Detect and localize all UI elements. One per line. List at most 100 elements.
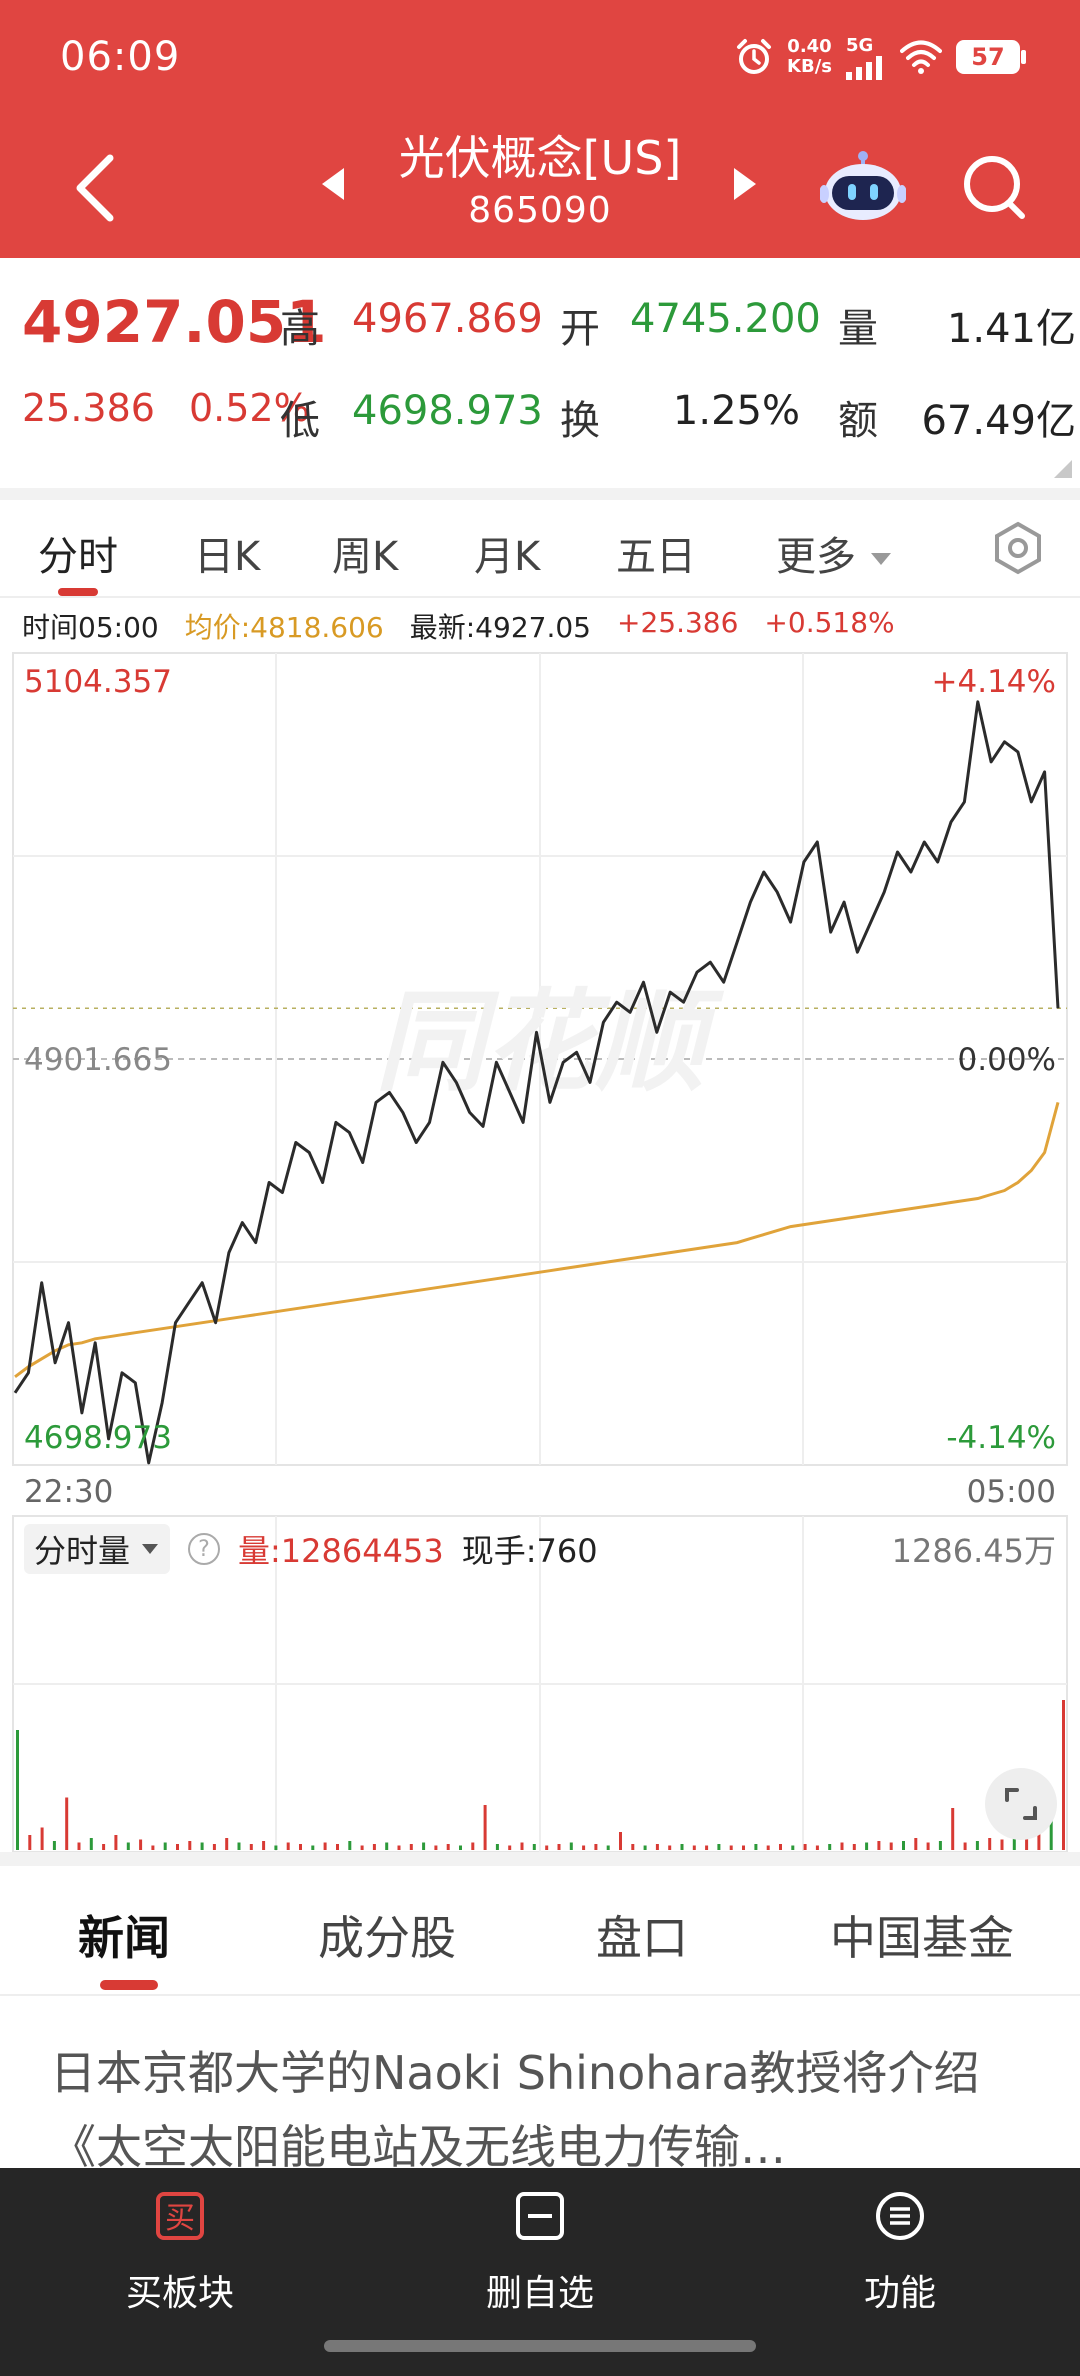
watermark: 同花顺 (375, 978, 725, 1106)
home-indicator (324, 2340, 756, 2352)
volume-bar (705, 1845, 709, 1850)
avg-price-line (14, 1102, 1060, 1379)
tab-monthly-k[interactable]: 月K (474, 534, 541, 580)
volume-bar (717, 1844, 721, 1850)
signal-icon (846, 55, 882, 80)
open-label: 开 (560, 306, 600, 352)
volume-bar (28, 1835, 32, 1850)
high-label: 高 (280, 306, 320, 352)
robot-icon[interactable] (820, 150, 906, 224)
info-avg-price: 均价:4818.606 (184, 611, 384, 644)
volume-bar (779, 1844, 782, 1850)
volume-bar (176, 1844, 179, 1850)
volume-bar (102, 1844, 106, 1850)
volume-bar (902, 1841, 905, 1850)
volume-bar (1012, 1836, 1016, 1850)
tab-more[interactable]: 更多 (776, 524, 893, 582)
volume-bar (655, 1844, 659, 1850)
volume-bar (532, 1844, 536, 1850)
volume-bar (975, 1841, 979, 1850)
volume-value: 1.41亿 (946, 306, 1076, 352)
expand-quote-handle[interactable] (1054, 460, 1072, 478)
tab-news[interactable]: 新闻 (78, 1911, 170, 1965)
fullscreen-button[interactable] (985, 1768, 1057, 1840)
volume-header: 分时量 ? 量:12864453 现手:760 (24, 1524, 598, 1574)
volume-bar (840, 1842, 844, 1850)
volume-bar (200, 1842, 204, 1850)
signal-group: 5G (846, 35, 886, 80)
section-divider (0, 488, 1080, 500)
volume-type-dropdown[interactable]: 分时量 (24, 1524, 171, 1574)
settings-icon[interactable] (990, 520, 1046, 576)
volume-bar (988, 1838, 992, 1850)
current-hand: 现手:760 (461, 1532, 598, 1570)
help-icon[interactable]: ? (188, 1533, 221, 1565)
volume-bar (397, 1845, 401, 1850)
expand-icon (1005, 1788, 1037, 1820)
volume-bar (926, 1842, 930, 1850)
volume-bar (225, 1838, 229, 1850)
volume-bar (237, 1842, 241, 1850)
app-header: 06:09 0.40 KB/s 5G 57 (0, 0, 1080, 258)
amount-label: 额 (838, 398, 878, 444)
volume-bar (951, 1808, 955, 1850)
volume-bar (311, 1845, 315, 1850)
low-value: 4698.973 (352, 388, 543, 434)
functions-button[interactable]: 功能 (800, 2190, 1000, 2316)
buy-icon: 买 (156, 2192, 204, 2240)
volume-bar (680, 1844, 684, 1850)
title-block: 光伏概念[US] 865090 (360, 128, 720, 234)
volume-bar (545, 1845, 549, 1850)
next-icon[interactable] (730, 164, 760, 204)
volume-bar (274, 1845, 278, 1850)
buy-sector-button[interactable]: 买 买板块 (80, 2190, 280, 2316)
volume-bar (791, 1845, 795, 1850)
prev-icon[interactable] (318, 164, 348, 204)
tab-china-fund[interactable]: 中国基金 (830, 1911, 1014, 1965)
search-icon[interactable] (960, 150, 1030, 224)
back-icon[interactable] (66, 148, 126, 228)
tab-intraday[interactable]: 分时 (38, 534, 118, 580)
volume-bar (852, 1844, 856, 1850)
volume-bar (385, 1842, 389, 1850)
remove-watchlist-button[interactable]: 删自选 (440, 2190, 640, 2316)
chevron-down-icon (870, 553, 891, 565)
volume-label: 量 (838, 306, 878, 352)
chevron-down-icon (142, 1544, 159, 1554)
menu-icon (876, 2192, 924, 2240)
volume-bar (914, 1838, 918, 1850)
pct-top-label: +4.14% (932, 664, 1056, 700)
volume-bar (668, 1845, 672, 1850)
news-tabs: 新闻 成分股 盘口 中国基金 (0, 1866, 1080, 1996)
quote-panel: 4927.051 25.386 0.52% 高 4967.869 开 4745.… (0, 258, 1080, 488)
volume-bar (323, 1842, 327, 1850)
info-change-pct: +0.518% (764, 606, 895, 639)
tab-more-label: 更多 (776, 534, 856, 580)
high-value: 4967.869 (352, 296, 543, 342)
tab-daily-k[interactable]: 日K (194, 534, 261, 580)
volume-bar (372, 1844, 376, 1850)
low-label: 低 (280, 398, 320, 444)
volume-bar (594, 1844, 598, 1850)
tab-five-day[interactable]: 五日 (616, 534, 696, 580)
volume-bar (865, 1842, 869, 1850)
intraday-chart[interactable]: 同花顺 5104.357 4901.665 4698.973 +4.14% 0.… (0, 640, 1080, 1852)
volume-bar (360, 1845, 364, 1850)
chart-tabs: 分时 日K 周K 月K 五日 更多 (0, 500, 1080, 596)
news-headline[interactable]: 日本京都大学的Naoki Shinohara教授将介绍《太空太阳能电站及无线电力… (50, 2046, 980, 2174)
volume-bar (348, 1841, 352, 1850)
remove-watchlist-icon (516, 2192, 564, 2240)
tab-constituents[interactable]: 成分股 (318, 1911, 456, 1965)
tab-divider (0, 596, 1080, 598)
volume-bar (963, 1842, 967, 1850)
volume-bar (803, 1844, 807, 1850)
info-change: +25.386 (616, 606, 739, 639)
tab-weekly-k[interactable]: 周K (332, 534, 399, 580)
tab-order-book[interactable]: 盘口 (596, 1911, 688, 1965)
volume-bar (483, 1805, 487, 1850)
volume-bar (151, 1845, 155, 1850)
volume-bar (729, 1845, 733, 1850)
stock-name: 光伏概念[US] (398, 131, 682, 185)
stock-code: 865090 (468, 190, 612, 231)
info-latest: 最新:4927.05 (409, 611, 591, 644)
